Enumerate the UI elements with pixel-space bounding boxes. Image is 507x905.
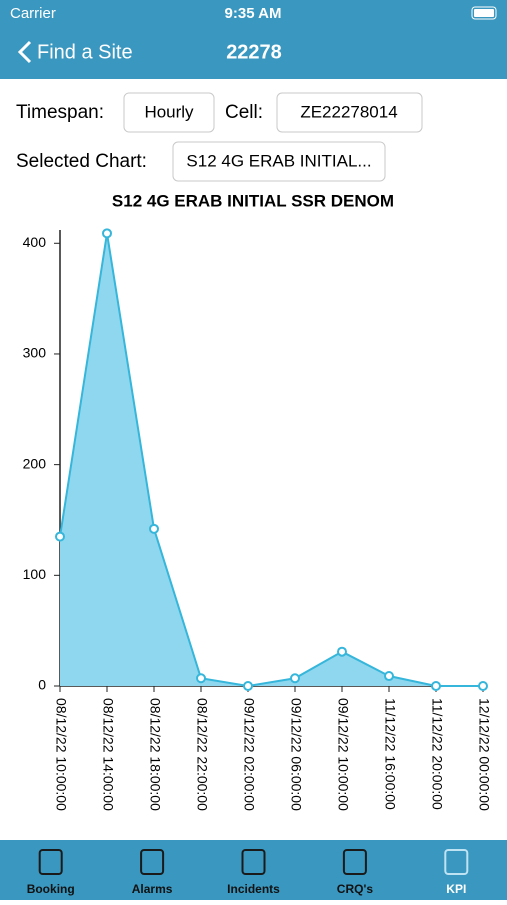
back-chevron[interactable] [17,40,32,64]
y-tick-label: 300 [23,345,47,361]
x-tick-label: 08/12/22 10:00:00 [53,698,69,811]
chart-button[interactable] [172,141,386,182]
point [102,228,112,239]
y-tick-label: 0 [38,677,46,693]
point [290,673,300,684]
tab-icon[interactable] [342,849,367,875]
tab-icon[interactable] [444,849,469,875]
chart-label: Selected Chart: [16,151,147,172]
tab-label[interactable]: Alarms [132,882,173,896]
point [337,646,347,657]
carrier: Carrier [10,5,56,22]
cell-button[interactable] [276,92,423,133]
x-tick-label: 11/12/22 16:00:00 [382,698,398,810]
x-tick-label: 09/12/22 06:00:00 [288,698,304,811]
cell-label: Cell: [225,102,263,123]
tab-icon[interactable] [140,849,165,875]
x-tick-label: 08/12/22 22:00:00 [194,698,210,811]
battery [471,6,497,20]
y-tick-label: 100 [23,566,47,582]
area [60,233,483,687]
x-tick-label: 08/12/22 14:00:00 [100,698,116,811]
chart-title: S12 4G ERAB INITIAL SSR DENOM [112,191,394,210]
nav-title: 22278 [226,41,282,63]
y-tick-label: 400 [23,234,47,250]
x-tick-label: 11/12/22 20:00:00 [429,698,445,810]
battery-level [474,9,494,17]
timespan-label: Timespan: [16,102,104,123]
header-bg [0,0,507,79]
point [196,673,206,684]
point [384,671,394,682]
back-button[interactable]: Find a Site [37,41,133,63]
tab-icon[interactable] [38,849,63,875]
timespan-button[interactable] [123,92,215,133]
x-tick-label: 09/12/22 10:00:00 [335,698,351,811]
tab-icon[interactable] [241,849,266,875]
cell-value[interactable]: ZE22278014 [300,102,397,121]
time: 9:35 AM [225,5,282,22]
x-tick-label: 12/12/22 00:00:00 [476,698,492,811]
chart-value[interactable]: S12 4G ERAB INITIAL... [186,151,371,170]
tab-label[interactable]: CRQ's [337,882,374,896]
x-tick-label: 08/12/22 18:00:00 [147,698,163,811]
timespan-value[interactable]: Hourly [144,102,194,121]
tab-label[interactable]: Incidents [227,882,280,896]
point [431,681,441,691]
line [59,233,483,688]
point [478,681,488,691]
tab-label[interactable]: KPI [446,882,466,896]
x-tick-label: 09/12/22 02:00:00 [241,698,257,811]
y-tick-label: 200 [23,455,47,471]
point [149,523,159,534]
point [55,531,65,542]
tab-label[interactable]: Booking [27,882,75,896]
point [243,681,253,691]
